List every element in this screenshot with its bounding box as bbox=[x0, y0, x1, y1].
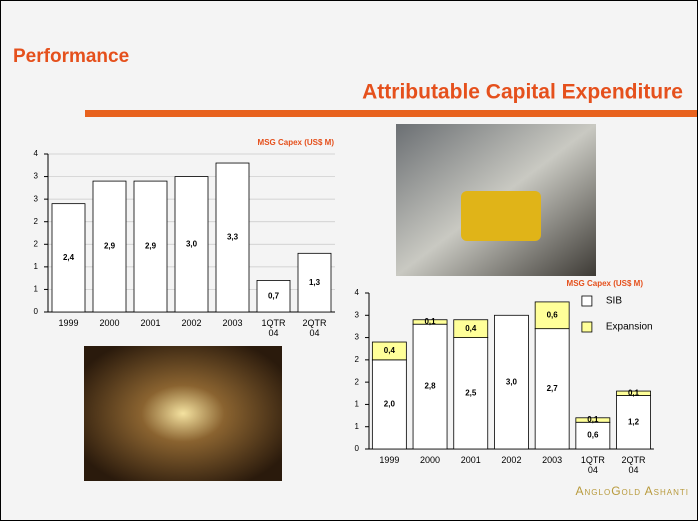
value-label: 2,0 bbox=[384, 400, 396, 409]
y-tick-label: 3 bbox=[34, 194, 39, 203]
bar bbox=[133, 180, 168, 313]
value-label: 0,4 bbox=[465, 324, 477, 333]
bar bbox=[215, 162, 250, 313]
value-label: 2,7 bbox=[547, 384, 559, 393]
bar bbox=[174, 176, 209, 313]
y-tick-label: 3 bbox=[355, 310, 360, 319]
bar bbox=[616, 390, 651, 396]
bar bbox=[297, 252, 332, 313]
x-tick-label: 2003 bbox=[222, 318, 243, 328]
bar bbox=[412, 323, 448, 450]
legend-label: SIB bbox=[606, 296, 622, 307]
x-tick-label: 1QTR 04 bbox=[261, 318, 286, 338]
x-tick-label: 1QTR 04 bbox=[580, 455, 605, 475]
value-label: 0,1 bbox=[424, 317, 436, 326]
x-tick-label: 2QTR 04 bbox=[302, 318, 327, 338]
x-tick-label: 2001 bbox=[140, 318, 161, 328]
value-label: 0,1 bbox=[628, 388, 640, 397]
y-tick-label: 3 bbox=[355, 333, 360, 342]
bar bbox=[534, 328, 570, 450]
chart-title: MSG Capex (US$ M) bbox=[258, 138, 335, 147]
value-label: 1,2 bbox=[628, 417, 640, 426]
bar bbox=[412, 319, 448, 325]
value-label: 2,8 bbox=[424, 382, 436, 391]
y-tick-label: 4 bbox=[34, 149, 39, 158]
value-label: 3,0 bbox=[186, 239, 198, 248]
bar bbox=[534, 301, 570, 330]
y-tick-label: 2 bbox=[34, 217, 39, 226]
y-tick-label: 2 bbox=[355, 355, 360, 364]
value-label: 0,1 bbox=[587, 415, 599, 424]
y-tick-label: 4 bbox=[355, 288, 360, 297]
x-tick-label: 2002 bbox=[181, 318, 202, 328]
value-label: 0,4 bbox=[384, 346, 396, 355]
y-tick-label: 2 bbox=[355, 377, 360, 386]
logo: AngloGold Ashanti bbox=[576, 484, 689, 498]
y-tick-label: 0 bbox=[355, 444, 360, 453]
title-rule bbox=[85, 110, 697, 117]
bar bbox=[453, 337, 489, 450]
photo-truck bbox=[461, 191, 541, 241]
bar bbox=[92, 180, 127, 313]
bar bbox=[453, 319, 489, 338]
bar bbox=[51, 203, 86, 313]
y-tick-label: 1 bbox=[355, 422, 360, 431]
legend-swatch bbox=[581, 295, 593, 307]
bar bbox=[575, 421, 611, 450]
bar bbox=[494, 314, 529, 450]
x-tick-label: 1999 bbox=[379, 455, 400, 465]
slide-title: Attributable Capital Expenditure bbox=[362, 81, 683, 104]
x-tick-label: 2001 bbox=[460, 455, 481, 465]
value-label: 2,9 bbox=[104, 242, 116, 251]
bar bbox=[575, 417, 611, 423]
y-tick-label: 2 bbox=[34, 239, 39, 248]
value-label: 0,6 bbox=[547, 310, 559, 319]
y-tick-label: 0 bbox=[34, 307, 39, 316]
x-tick-label: 1999 bbox=[58, 318, 79, 328]
y-tick-label: 1 bbox=[34, 285, 39, 294]
x-tick-label: 2000 bbox=[99, 318, 120, 328]
y-tick-label: 1 bbox=[355, 400, 360, 409]
x-tick-label: 2002 bbox=[501, 455, 522, 465]
value-label: 2,4 bbox=[63, 253, 75, 262]
x-tick-label: 2003 bbox=[542, 455, 563, 465]
bar bbox=[616, 395, 651, 450]
x-tick-label: 2000 bbox=[420, 455, 441, 465]
value-label: 0,6 bbox=[587, 431, 599, 440]
chart-title: MSG Capex (US$ M) bbox=[567, 279, 644, 288]
value-label: 2,9 bbox=[145, 242, 157, 251]
value-label: 3,0 bbox=[506, 377, 518, 386]
x-tick-label: 2QTR 04 bbox=[621, 455, 646, 475]
y-tick-label: 3 bbox=[34, 172, 39, 181]
legend-swatch bbox=[581, 321, 593, 333]
bar bbox=[256, 279, 291, 313]
value-label: 3,3 bbox=[227, 233, 239, 242]
value-label: 0,7 bbox=[268, 291, 280, 300]
value-label: 2,5 bbox=[465, 388, 477, 397]
photo-tunnel bbox=[84, 346, 282, 481]
y-tick-label: 1 bbox=[34, 262, 39, 271]
legend-label: Expansion bbox=[606, 322, 653, 333]
value-label: 1,3 bbox=[309, 278, 321, 287]
section-title: Performance bbox=[13, 46, 129, 67]
bar bbox=[371, 341, 407, 361]
